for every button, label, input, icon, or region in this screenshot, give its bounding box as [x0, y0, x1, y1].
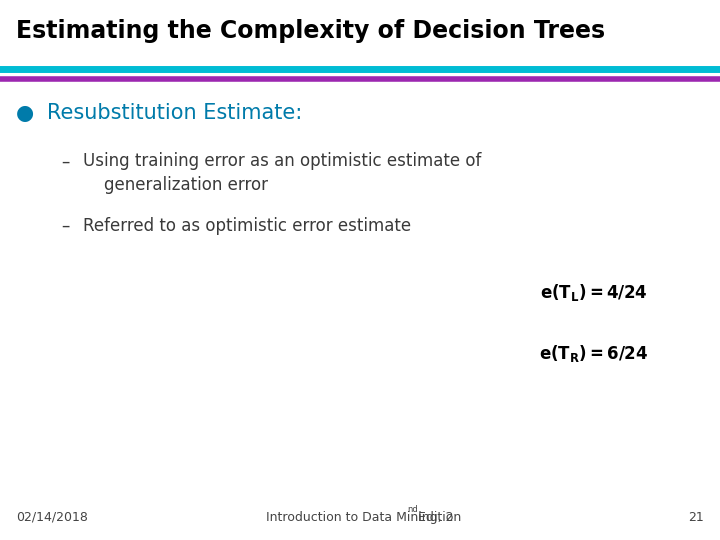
Text: Introduction to Data Mining, 2: Introduction to Data Mining, 2	[266, 511, 454, 524]
Text: –: –	[61, 217, 70, 235]
Text: Referred to as optimistic error estimate: Referred to as optimistic error estimate	[83, 217, 411, 235]
Text: Using training error as an optimistic estimate of
    generalization error: Using training error as an optimistic es…	[83, 152, 481, 194]
Text: 02/14/2018: 02/14/2018	[16, 511, 88, 524]
Text: 21: 21	[688, 511, 704, 524]
Text: –: –	[61, 152, 70, 170]
Text: nd: nd	[407, 505, 418, 514]
Text: $\mathbf{e(T_R) = 6/24}$: $\mathbf{e(T_R) = 6/24}$	[539, 343, 648, 364]
Text: ●: ●	[16, 103, 34, 123]
Text: $\mathbf{e(T_L) = 4/24}$: $\mathbf{e(T_L) = 4/24}$	[540, 282, 648, 303]
Text: Estimating the Complexity of Decision Trees: Estimating the Complexity of Decision Tr…	[16, 19, 605, 43]
Text: Resubstitution Estimate:: Resubstitution Estimate:	[47, 103, 302, 123]
Text: Edition: Edition	[414, 511, 462, 524]
